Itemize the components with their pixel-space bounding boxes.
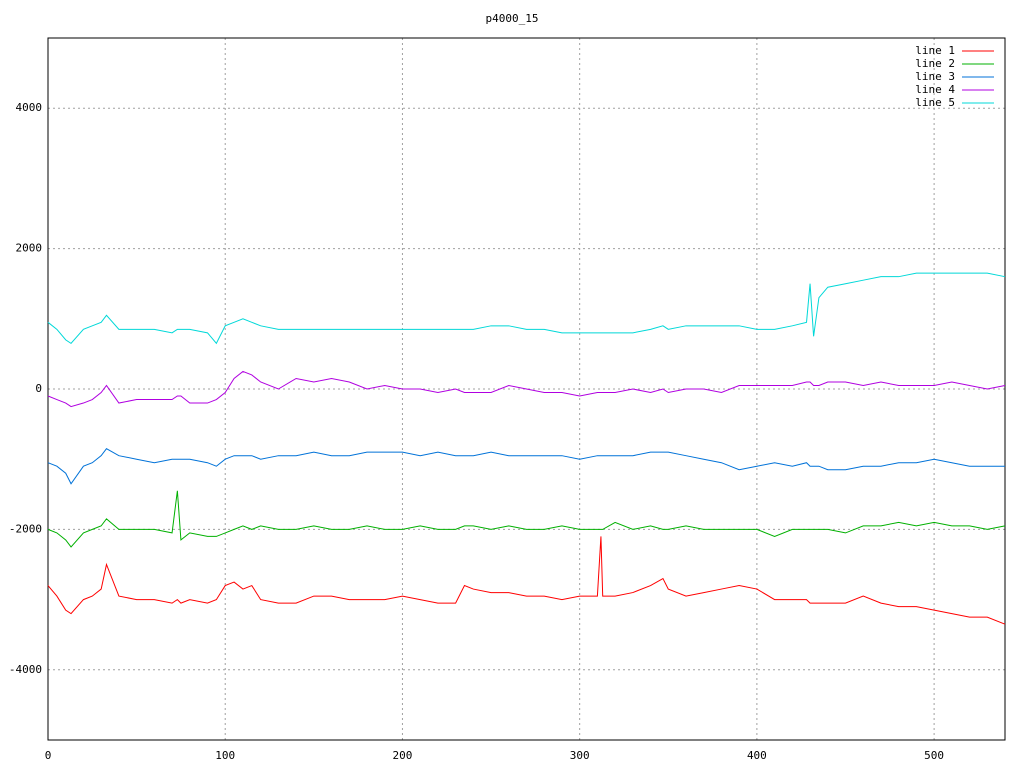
y-tick-label: 4000 bbox=[16, 101, 43, 114]
plot-frame bbox=[47, 37, 1006, 741]
y-tick-label: -4000 bbox=[9, 663, 42, 676]
chart-title: p4000_15 bbox=[486, 12, 539, 25]
legend-label: line 1 bbox=[915, 44, 955, 57]
data-line bbox=[47, 490, 1006, 548]
legend-label: line 3 bbox=[915, 70, 955, 83]
legend-label: line 5 bbox=[915, 96, 955, 109]
data-line bbox=[47, 370, 1006, 408]
x-tick-label: 0 bbox=[45, 749, 52, 762]
x-tick-label: 200 bbox=[393, 749, 413, 762]
x-tick-label: 500 bbox=[924, 749, 944, 762]
y-tick-label: -2000 bbox=[9, 522, 42, 535]
data-line bbox=[47, 536, 1006, 625]
y-tick-label: 0 bbox=[35, 382, 42, 395]
x-tick-label: 400 bbox=[747, 749, 767, 762]
legend-label: line 4 bbox=[915, 83, 955, 96]
x-tick-label: 300 bbox=[570, 749, 590, 762]
y-tick-label: 2000 bbox=[16, 242, 43, 255]
x-tick-label: 100 bbox=[215, 749, 235, 762]
legend-label: line 2 bbox=[915, 57, 955, 70]
data-line bbox=[47, 272, 1006, 345]
data-line bbox=[47, 448, 1005, 485]
